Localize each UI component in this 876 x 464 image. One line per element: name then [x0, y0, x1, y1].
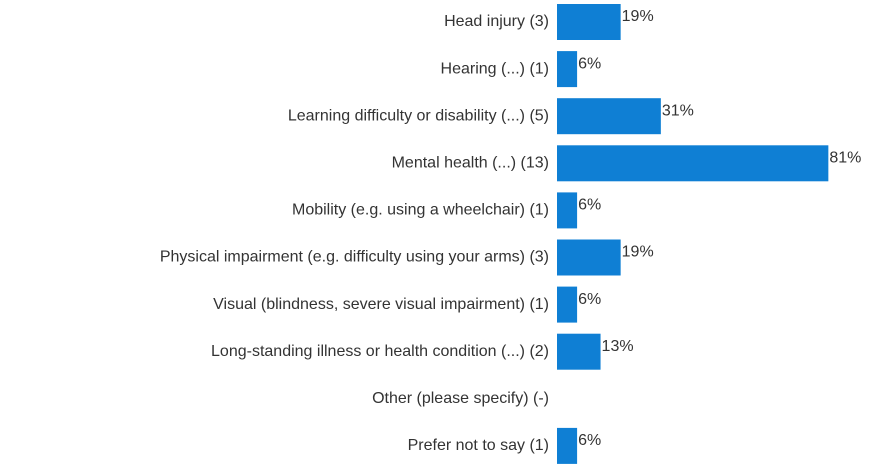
- category-label: Learning difficulty or disability (...) …: [288, 107, 549, 124]
- bar: [557, 192, 578, 229]
- bar: [557, 4, 621, 40]
- value-label: 19%: [622, 8, 654, 25]
- bar: [557, 333, 601, 370]
- category-label: Other (please specify) (-): [372, 390, 549, 407]
- bar: [557, 145, 829, 182]
- bar: [557, 51, 578, 88]
- bar: [557, 427, 578, 464]
- value-label: 13%: [602, 338, 634, 355]
- value-label: 6%: [578, 55, 601, 72]
- value-label: 19%: [622, 244, 654, 261]
- value-label: 81%: [829, 150, 861, 167]
- value-label: 6%: [578, 291, 601, 308]
- bar: [557, 239, 621, 276]
- category-label: Mental health (...) (13): [392, 155, 549, 172]
- category-label: Mobility (e.g. using a wheelchair) (1): [292, 202, 549, 219]
- bar: [557, 98, 661, 135]
- value-label: 31%: [662, 102, 694, 119]
- value-label: 6%: [578, 197, 601, 214]
- category-label: Prefer not to say (1): [408, 437, 549, 454]
- category-label: Head injury (3): [444, 13, 549, 30]
- bar: [557, 286, 578, 323]
- category-label: Hearing (...) (1): [441, 60, 549, 77]
- value-label: 6%: [578, 432, 601, 449]
- category-label: Long-standing illness or health conditio…: [211, 343, 549, 360]
- category-label: Physical impairment (e.g. difficulty usi…: [160, 249, 549, 266]
- category-label: Visual (blindness, severe visual impairm…: [213, 296, 549, 313]
